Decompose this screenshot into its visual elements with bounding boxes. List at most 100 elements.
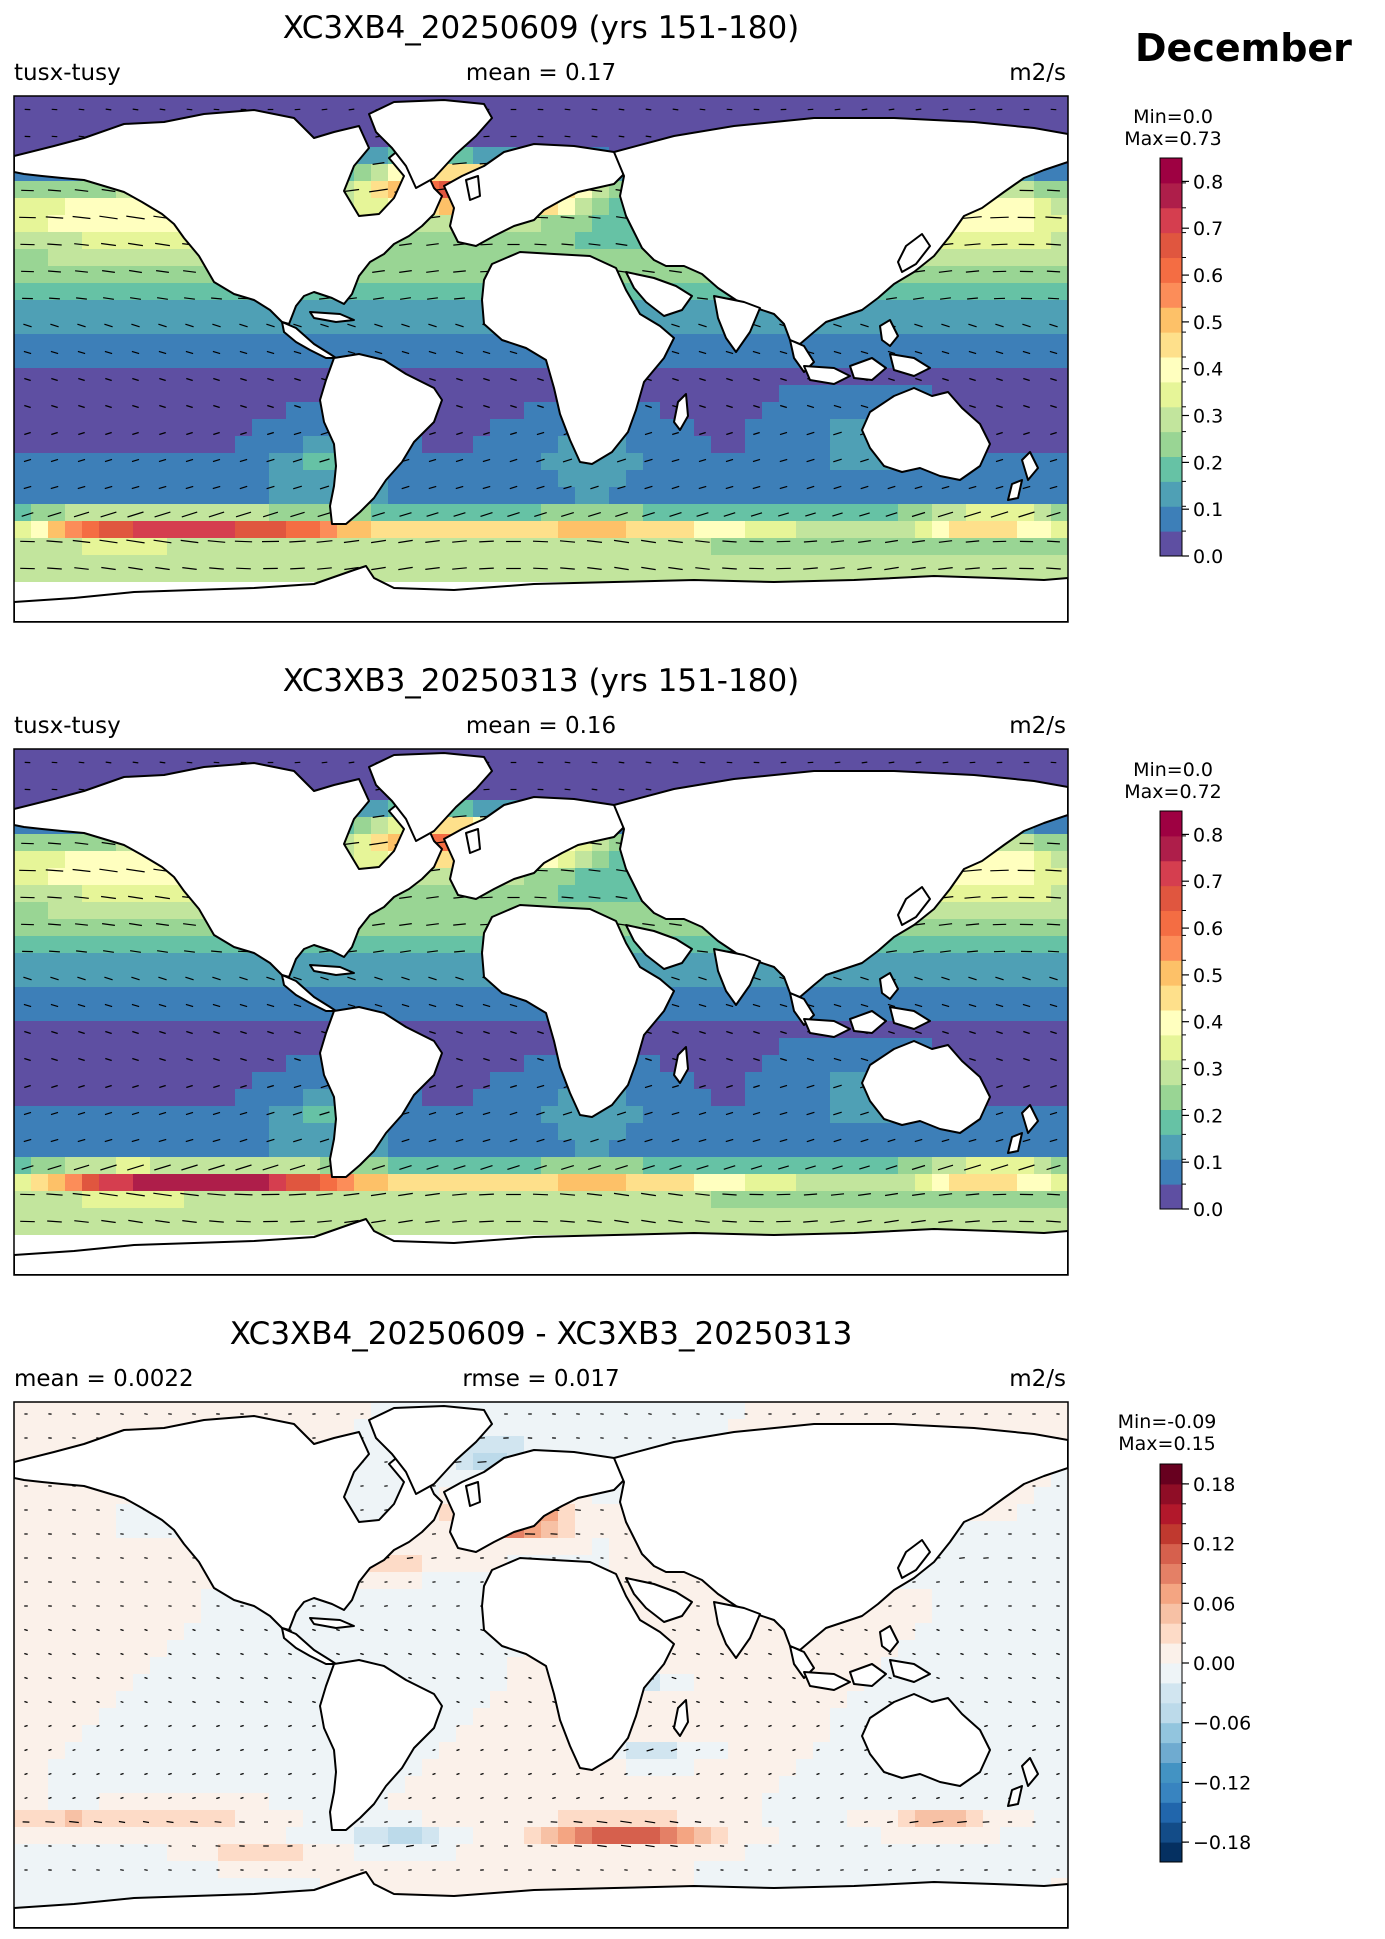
panel3-max-label: Max=0.15 [1118,1433,1216,1455]
colorbar-swatch [1160,307,1182,333]
colorbar-swatch [1160,860,1182,887]
colorbar-swatch [1160,910,1182,936]
panel3-map [13,1401,1069,1929]
colorbar-swatch [1160,1842,1182,1863]
colorbar-swatch [1160,1643,1182,1664]
colorbar-swatch [1160,960,1182,986]
colorbar-swatch [1160,1623,1182,1644]
colorbar-swatch [1160,935,1182,961]
panel3-frame [13,1401,1069,1929]
panel2-min-label: Min=0.0 [1133,759,1213,781]
panel2-max-label: Max=0.72 [1124,781,1222,803]
colorbar-swatch [1160,1134,1182,1160]
colorbar-tick-label: 0.4 [1193,359,1223,381]
colorbar-swatch [1160,381,1182,408]
colorbar-swatch [1160,1543,1182,1564]
colorbar-swatch [1160,1010,1182,1036]
colorbar-swatch [1160,431,1182,458]
colorbar-swatch [1160,406,1182,433]
colorbar-tick-label: 0.4 [1193,1012,1223,1034]
colorbar-swatch [1160,257,1182,283]
colorbar-swatch [1160,1782,1182,1803]
colorbar-tick-label: 0.18 [1193,1474,1235,1496]
colorbar-tick-label: −0.18 [1193,1832,1251,1854]
colorbar-swatch [1160,531,1182,557]
colorbar-swatch [1160,1762,1182,1783]
panel1-max-label: Max=0.73 [1124,128,1222,150]
colorbar-swatch [1160,332,1182,358]
colorbar-swatch [1160,1483,1182,1505]
panel2-units-label: m2/s [1009,713,1066,739]
panel2-colorbar: 0.0 0.1 0.2 0.3 0.4 0.5 0.6 0.7 0.8 [1159,810,1223,1221]
colorbar-swatch [1160,1059,1182,1086]
colorbar-tick-label: 0.06 [1193,1593,1235,1615]
panel3-title: XC3XB4_20250609 - XC3XB3_20250313 [229,1316,853,1352]
colorbar-swatch [1160,158,1182,184]
colorbar-swatch [1160,985,1182,1011]
panel1-map [13,95,1069,623]
colorbar-tick-label: 0.3 [1193,406,1223,428]
colorbar-swatch [1160,481,1182,507]
panel3-mean-label: mean = 0.0022 [14,1366,194,1392]
panel2-frame [13,748,1069,1276]
colorbar-swatch [1160,1682,1182,1704]
colorbar-tick-label: −0.12 [1193,1772,1251,1794]
colorbar-tick-label: 0.6 [1193,918,1223,940]
colorbar-swatch [1160,811,1182,837]
colorbar-swatch [1160,1084,1182,1111]
panel1-colorbar: 0.0 0.1 0.2 0.3 0.4 0.5 0.6 0.7 0.8 [1159,157,1223,568]
colorbar-tick-label: 0.7 [1193,871,1223,893]
colorbar-tick-label: 0.0 [1193,546,1223,568]
panel1-mean-label: mean = 0.17 [465,60,617,86]
colorbar-tick-label: 0.2 [1193,452,1223,474]
panel2-title: XC3XB3_20250313 (yrs 151-180) [282,663,800,699]
colorbar-swatch [1160,1702,1182,1724]
panel3-colorbar: −0.18 −0.12 −0.06 0.00 0.06 0.12 0.18 [1159,1463,1251,1863]
colorbar-swatch [1160,1523,1182,1545]
colorbar-swatch [1160,1034,1182,1061]
panel1-min-label: Min=0.0 [1133,106,1213,128]
colorbar-tick-label: 0.1 [1193,1152,1223,1174]
panel1-frame [13,95,1069,623]
colorbar-swatch [1160,182,1182,209]
colorbar-swatch [1160,1184,1182,1210]
colorbar-tick-label: 0.7 [1193,218,1223,240]
colorbar-swatch [1160,357,1182,383]
colorbar-tick-label: 0.3 [1193,1059,1223,1081]
colorbar-swatch [1160,232,1182,259]
colorbar-tick-label: 0.2 [1193,1105,1223,1127]
colorbar-tick-label: 0.12 [1193,1534,1235,1556]
panel1-variable-label: tusx-tusy [14,60,121,86]
colorbar-swatch [1160,456,1182,482]
panel2-map [13,748,1069,1276]
colorbar-swatch [1160,1464,1182,1485]
colorbar-tick-label: 0.5 [1193,312,1223,334]
panel2-variable-label: tusx-tusy [14,713,121,739]
panel3-min-label: Min=-0.09 [1117,1411,1217,1433]
colorbar-swatch [1160,207,1182,234]
colorbar-swatch [1160,1663,1182,1684]
colorbar-swatch [1160,1109,1182,1135]
panel3-rmse-label: rmse = 0.017 [462,1366,620,1392]
colorbar-swatch [1160,1802,1182,1823]
colorbar-tick-label: 0.5 [1193,965,1223,987]
colorbar-swatch [1160,1503,1182,1525]
colorbar-swatch [1160,1722,1182,1744]
colorbar-swatch [1160,1822,1182,1843]
panel3-units-label: m2/s [1009,1366,1066,1392]
colorbar-swatch [1160,885,1182,912]
colorbar-tick-label: 0.00 [1193,1653,1235,1675]
panel1-title: XC3XB4_20250609 (yrs 151-180) [282,10,800,46]
colorbar-swatch [1160,1159,1182,1185]
panel1-units-label: m2/s [1009,60,1066,86]
colorbar-tick-label: −0.06 [1193,1713,1251,1735]
colorbar-tick-label: 0.6 [1193,265,1223,287]
colorbar-swatch [1160,1583,1182,1604]
panel2-mean-label: mean = 0.16 [465,713,617,739]
colorbar-tick-label: 0.8 [1193,824,1223,846]
colorbar-tick-label: 0.1 [1193,499,1223,521]
colorbar-tick-label: 0.8 [1193,171,1223,193]
colorbar-swatch [1160,282,1182,308]
colorbar-swatch [1160,506,1182,532]
